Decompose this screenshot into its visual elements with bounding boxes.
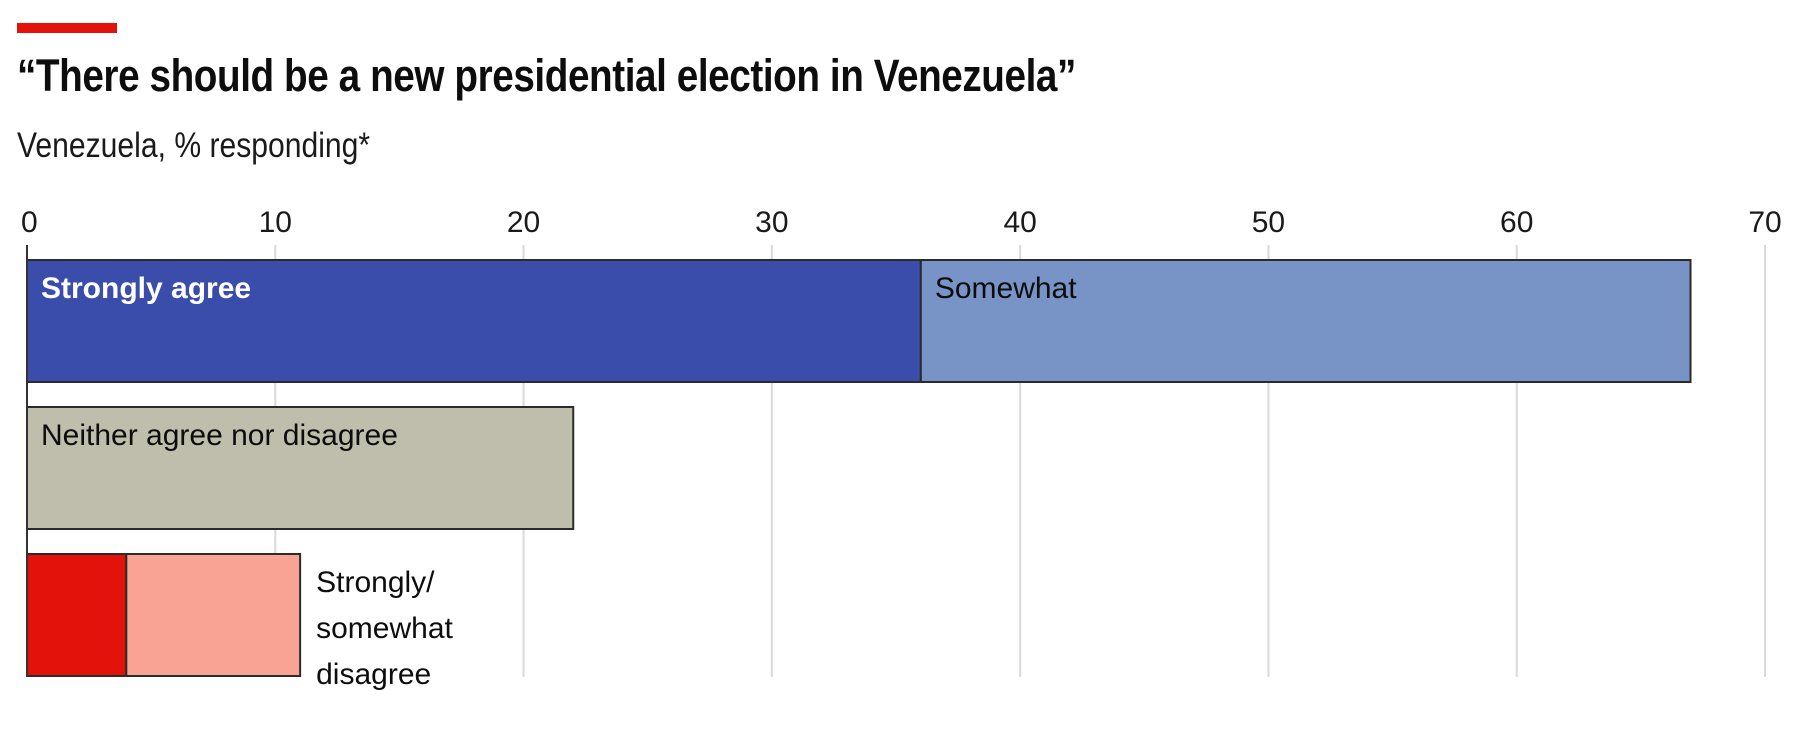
bar-label: Somewhat [935,272,1077,305]
x-tick-label: 60 [1500,206,1533,239]
chart-title: “There should be a new presidential elec… [17,50,1076,101]
x-tick-labels: 0 10 20 30 40 50 60 70 [21,206,1782,239]
bar-outside-label: Strongly/ [316,566,435,599]
x-tick-label: 20 [507,206,540,239]
x-tick-label: 40 [1003,206,1036,239]
bar-label: Strongly agree [41,272,251,305]
x-tick-label: 0 [21,206,38,239]
accent-rule [17,23,117,33]
chart-subtitle: Venezuela, % responding* [17,126,371,165]
x-tick-label: 30 [755,206,788,239]
bars [26,259,1692,677]
x-tick-label: 50 [1252,206,1285,239]
bar-segment-neither-agree-nor-disagree [26,406,575,530]
bar-outside-label: somewhat [316,612,453,645]
bar-segment-strongly-agree [26,259,922,383]
bar-segment-strongly-disagree [26,553,128,677]
bar-outside-label: disagree [316,658,431,691]
bar-segment-somewhat-disagree [125,553,302,677]
bar-label: Neither agree nor disagree [41,419,398,452]
x-tick-label: 10 [259,206,292,239]
x-tick-label: 70 [1748,206,1781,239]
bar-labels: Strongly agree Somewhat Neither agree nor … [41,272,1077,691]
bar-segment-somewhat-agree [919,259,1692,383]
